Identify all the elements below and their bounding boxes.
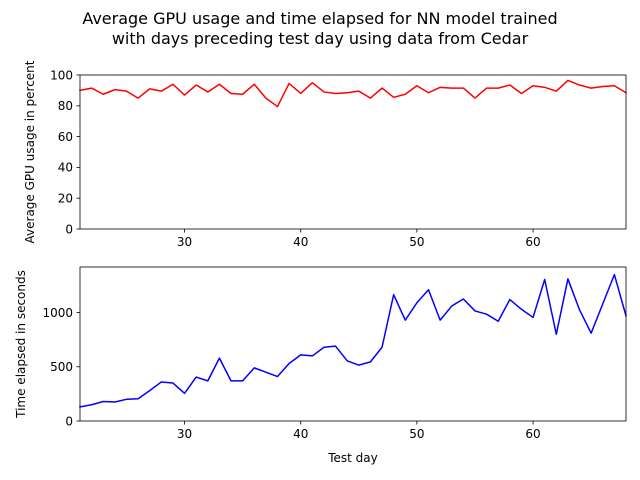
x-tick-label: 40 [293,427,308,441]
axes-frame-2 [79,266,627,422]
y-tick-label: 500 [50,360,73,374]
y-axis-label: Time elapsed in seconds [14,270,28,419]
x-tick-label: 30 [177,427,192,441]
x-axis-label: Test day [327,451,378,465]
series-line-1 [79,79,628,108]
x-tick-label: 50 [409,235,424,249]
x-tick-label: 60 [525,235,540,249]
chart-title-line-1: Average GPU usage and time elapsed for N… [82,9,558,28]
y-tick-label: 0 [65,414,73,428]
subplot-1: 30 40 50 60 0 20 40 60 80 100 Average GPU usage in… [23,60,628,249]
x-tick-label: 60 [525,427,540,441]
x-tick-label: 40 [293,235,308,249]
x-tick-label: 30 [177,235,192,249]
y-tick-label: 0 [65,222,73,236]
chart-title-line-2: with days preceding test day using data … [111,29,529,48]
x-tick-label: 50 [409,427,424,441]
y-tick-label: 20 [58,192,73,206]
y-tick-label: 40 [58,161,73,175]
y-tick-label: 1000 [42,306,73,320]
y-tick-label: 80 [58,99,73,113]
axes-frame-1 [79,74,627,230]
series-line-2 [79,273,627,408]
y-tick-label: 60 [58,130,73,144]
subplot-2: 30 40 50 60 0 500 1000 Time elapsed in seconds T… [14,266,627,465]
y-axis-label: Average GPU usage in percent [23,60,37,243]
y-tick-label: 100 [50,68,73,82]
